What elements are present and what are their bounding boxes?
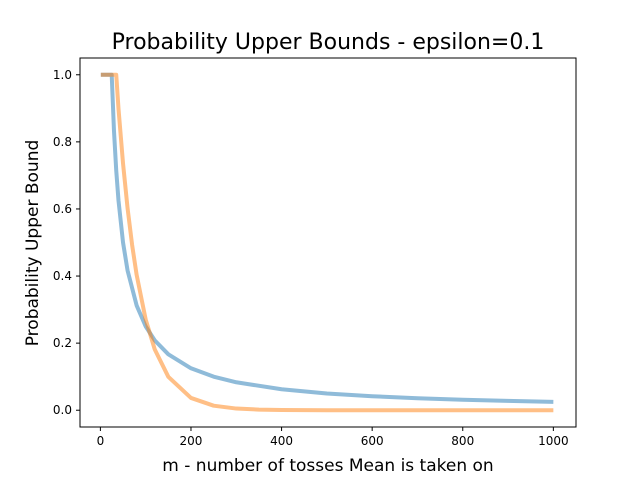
x-tick-label: 0	[97, 434, 105, 448]
y-tick-label: 0.8	[53, 135, 72, 149]
y-tick-label: 0.4	[53, 269, 72, 283]
x-tick-label: 200	[180, 434, 203, 448]
chart-title: Probability Upper Bounds - epsilon=0.1	[112, 30, 545, 55]
plot-frame	[79, 57, 577, 428]
x-tick-label: 600	[361, 434, 384, 448]
y-tick-label: 0.6	[53, 202, 72, 216]
y-tick-label: 1.0	[53, 68, 72, 82]
x-tick-label: 400	[270, 434, 293, 448]
y-axis-label: Probability Upper Bound	[23, 140, 43, 347]
series-layer	[100, 72, 554, 413]
x-axis-label: m - number of tosses Mean is taken on	[162, 456, 493, 476]
y-tick-label: 0.0	[53, 403, 72, 417]
y-axis: 0.0 0.2 0.4 0.6 0.8 1.0	[53, 68, 80, 417]
x-axis: 0 200 400 600 800 1000	[97, 427, 569, 448]
x-tick-label: 1000	[538, 434, 569, 448]
series-line-1	[100, 72, 554, 404]
series-line-2	[100, 72, 554, 413]
y-tick-label: 0.2	[53, 336, 72, 350]
x-tick-label: 800	[451, 434, 474, 448]
